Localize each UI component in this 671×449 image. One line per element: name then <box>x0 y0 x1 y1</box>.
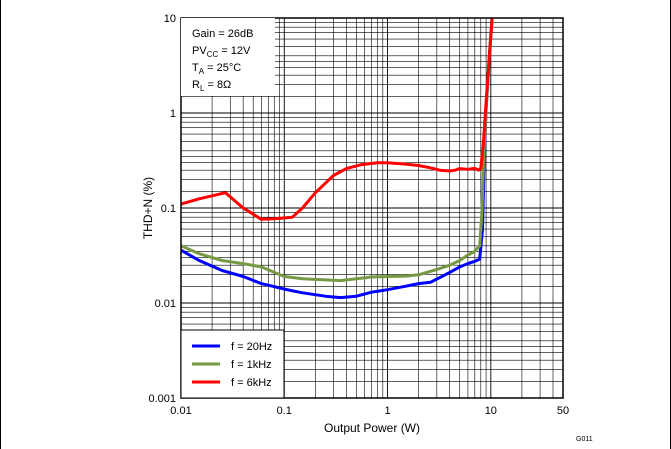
x-tick-label: 0.01 <box>170 405 191 417</box>
condition-load: RL = 8Ω <box>192 79 231 93</box>
figure-code: G011 <box>576 436 593 443</box>
y-axis-label: THD+N (%) <box>141 177 155 239</box>
x-axis-label: Output Power (W) <box>324 421 420 435</box>
series-20hz-line <box>180 17 494 300</box>
condition-gain: Gain = 26dB <box>192 28 253 40</box>
plot-frame <box>180 17 564 399</box>
legend: f = 20Hz f = 1kHz f = 6kHz <box>180 329 285 399</box>
legend-label-6khz: f = 6kHz <box>231 377 272 389</box>
x-tick-label: 1 <box>384 405 390 417</box>
y-tick-label: 0.001 <box>148 393 176 405</box>
y-tick-label: 0.01 <box>155 298 176 310</box>
series-1khz-line <box>180 17 494 283</box>
series-lines <box>180 17 494 300</box>
legend-label-1khz: f = 1kHz <box>231 359 272 371</box>
y-tick-label: 10 <box>164 13 176 25</box>
conditions-box: Gain = 26dB PVCC = 12V TA = 25°C RL = 8Ω <box>181 18 275 96</box>
x-tick-label: 50 <box>557 405 569 417</box>
legend-label-20hz: f = 20Hz <box>231 341 272 353</box>
y-tick-label: 0.1 <box>161 203 176 215</box>
x-tick-label: 10 <box>485 405 497 417</box>
condition-temperature: TA = 25°C <box>192 62 241 76</box>
series-6khz-line <box>180 17 494 221</box>
y-tick-label: 1 <box>170 108 176 120</box>
x-tick-label: 0.1 <box>277 405 292 417</box>
condition-supply: PVCC = 12V <box>192 45 251 59</box>
